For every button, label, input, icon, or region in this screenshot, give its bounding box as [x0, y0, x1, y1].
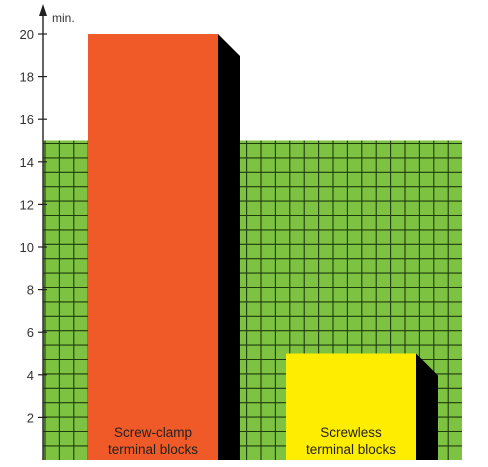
y-axis-arrow — [39, 4, 47, 16]
y-tick-label: 8 — [27, 283, 34, 298]
y-tick-label: 18 — [20, 70, 34, 85]
y-tick-label: 16 — [20, 112, 34, 127]
bar-category-label: Screwless terminal blocks — [306, 425, 396, 457]
y-unit-label: min. — [52, 11, 75, 25]
bar-shadow — [218, 34, 240, 460]
y-tick-label: 6 — [27, 325, 34, 340]
bar-category-label-line: Screw-clamp — [114, 425, 192, 440]
y-tick-label: 2 — [27, 410, 34, 425]
bar-category-label: Screw-clamp terminal blocks — [108, 425, 198, 457]
y-axis: min. 2 4 6 8 10 12 14 16 18 20 — [20, 4, 75, 460]
bar — [286, 353, 416, 460]
bar-labels: Screw-clamp terminal blocks Screwless termi… — [108, 425, 396, 457]
bar-shadow — [416, 353, 438, 460]
bars — [88, 34, 438, 460]
y-tick-label: 10 — [20, 240, 34, 255]
y-tick-label: 20 — [20, 27, 34, 42]
bar-category-label-line: terminal blocks — [306, 442, 396, 457]
y-tick-label: 12 — [20, 197, 34, 212]
y-tick-label: 4 — [27, 368, 34, 383]
bar — [88, 34, 218, 460]
y-tick-label: 14 — [20, 155, 34, 170]
bar-category-label-line: Screwless — [320, 425, 382, 440]
bar-category-label-line: terminal blocks — [108, 442, 198, 457]
